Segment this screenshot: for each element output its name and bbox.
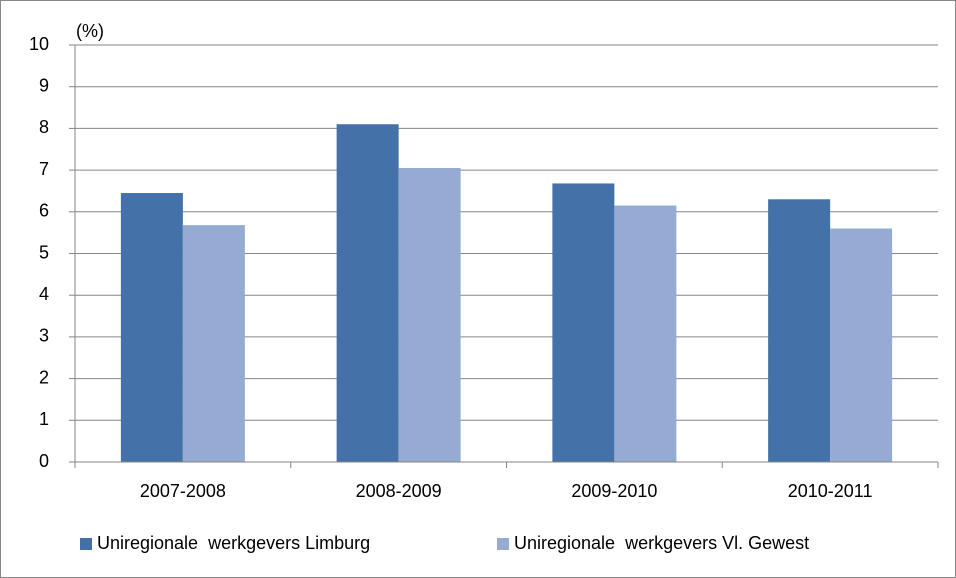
legend-label: Uniregionale werkgevers Vl. Gewest xyxy=(514,533,809,553)
bar xyxy=(336,124,399,462)
y-tick-label: 6 xyxy=(39,201,49,221)
bar xyxy=(552,183,615,462)
y-tick-label: 7 xyxy=(39,159,49,179)
y-axis-label: (%) xyxy=(76,21,104,41)
y-tick-label: 10 xyxy=(29,34,49,54)
legend-label: Uniregionale werkgevers Limburg xyxy=(97,533,370,553)
x-tick-label: 2008-2009 xyxy=(356,481,442,501)
y-tick-label: 8 xyxy=(39,117,49,137)
y-tick-label: 4 xyxy=(39,284,49,304)
x-tick-label: 2010-2011 xyxy=(788,481,873,501)
bar xyxy=(768,199,831,463)
y-tick-label: 9 xyxy=(39,75,49,95)
bar xyxy=(398,168,461,462)
bar xyxy=(830,228,893,462)
bar xyxy=(614,205,677,463)
y-tick-label: 1 xyxy=(39,409,49,429)
y-tick-label: 3 xyxy=(39,326,49,346)
y-tick-label: 2 xyxy=(39,367,49,387)
y-tick-label: 0 xyxy=(39,451,49,471)
x-tick-label: 2007-2008 xyxy=(140,481,226,501)
bar xyxy=(120,193,183,462)
bar xyxy=(182,225,245,462)
x-tick-label: 2009-2010 xyxy=(571,481,657,501)
legend-swatch xyxy=(497,538,509,550)
legend-swatch xyxy=(80,538,92,550)
y-tick-label: 5 xyxy=(39,242,49,262)
